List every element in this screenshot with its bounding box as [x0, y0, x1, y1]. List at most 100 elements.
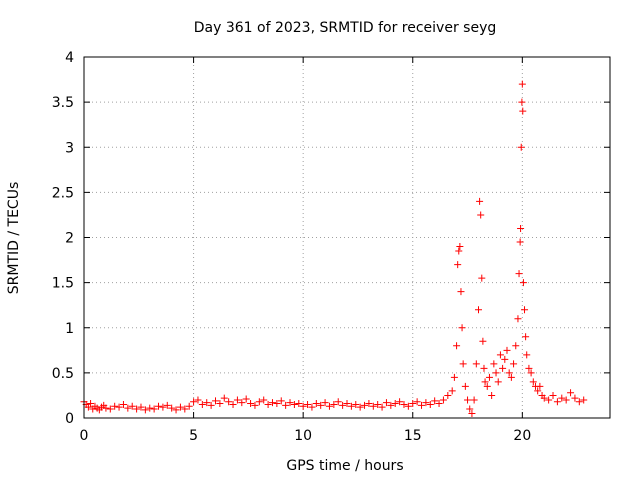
- data-point-marker: [515, 270, 523, 278]
- data-point-marker: [480, 364, 488, 372]
- data-point-marker: [450, 373, 458, 381]
- data-point-marker: [400, 400, 408, 408]
- y-tick-label: 4: [65, 50, 74, 66]
- data-point-marker: [522, 333, 530, 341]
- data-point-marker: [456, 243, 464, 251]
- data-point-marker: [413, 398, 421, 406]
- data-point-marker: [238, 399, 246, 407]
- data-point-marker: [470, 396, 478, 404]
- y-tick-label: 1.5: [52, 276, 74, 292]
- data-point-marker: [454, 261, 462, 269]
- x-tick-label: 5: [189, 428, 198, 444]
- data-point-marker: [503, 346, 511, 354]
- data-point-marker: [347, 402, 355, 410]
- data-point-marker: [483, 382, 491, 390]
- chart-title: Day 361 of 2023, SRMTID for receiver sey…: [194, 20, 497, 36]
- data-point-marker: [356, 403, 364, 411]
- data-point-marker: [159, 403, 167, 411]
- data-point-marker: [229, 400, 237, 408]
- data-point-marker: [181, 405, 189, 413]
- data-point-marker: [514, 315, 522, 323]
- data-point-marker: [242, 395, 250, 403]
- data-point-marker: [163, 401, 171, 409]
- data-point-marker: [361, 401, 369, 409]
- data-point-marker: [277, 397, 285, 405]
- data-point-marker: [477, 211, 485, 219]
- data-point-marker: [479, 337, 487, 345]
- data-point-marker: [481, 378, 489, 386]
- data-point-marker: [478, 274, 486, 282]
- data-point-marker: [111, 402, 119, 410]
- data-point-marker: [155, 402, 163, 410]
- data-point-marker: [119, 400, 127, 408]
- data-point-marker: [106, 405, 114, 413]
- data-point-marker: [84, 403, 92, 411]
- data-point-marker: [128, 402, 136, 410]
- data-point-marker: [146, 404, 154, 412]
- data-point-marker: [190, 398, 198, 406]
- data-point-marker: [343, 400, 351, 408]
- data-point-marker: [448, 387, 456, 395]
- data-point-marker: [545, 396, 553, 404]
- data-point-marker: [304, 400, 312, 408]
- data-point-marker: [339, 401, 347, 409]
- y-tick-label: 2: [65, 231, 74, 247]
- data-point-marker: [233, 396, 241, 404]
- data-point-marker: [505, 369, 513, 377]
- data-point-marker: [492, 369, 500, 377]
- data-point-marker: [567, 389, 575, 397]
- data-point-marker: [409, 400, 417, 408]
- data-point-marker: [352, 400, 360, 408]
- data-point-marker: [404, 402, 412, 410]
- data-point-marker: [517, 143, 525, 151]
- data-point-marker: [519, 107, 527, 115]
- data-point-marker: [439, 396, 447, 404]
- data-point-marker: [453, 342, 461, 350]
- data-point-marker: [426, 400, 434, 408]
- data-point-marker: [295, 400, 303, 408]
- data-point-marker: [216, 400, 224, 408]
- data-point-marker: [251, 401, 259, 409]
- data-point-marker: [172, 406, 180, 414]
- data-point-marker: [325, 402, 333, 410]
- y-axis-label: SRMTID / TECUs: [6, 182, 22, 295]
- data-point-marker: [378, 403, 386, 411]
- data-point-marker: [260, 396, 268, 404]
- data-point-marker: [496, 351, 504, 359]
- data-point-marker: [141, 406, 149, 414]
- data-point-marker: [212, 397, 219, 405]
- data-point-marker: [523, 351, 531, 359]
- data-point-marker: [382, 399, 390, 407]
- data-point-marker: [444, 391, 452, 399]
- data-point-marker: [534, 387, 542, 395]
- data-point-marker: [457, 288, 465, 296]
- data-point-marker: [168, 404, 176, 412]
- data-point-marker: [516, 238, 524, 246]
- data-point-marker: [499, 364, 507, 372]
- data-point-marker: [558, 394, 566, 402]
- data-point-marker: [194, 396, 202, 404]
- x-tick-label: 15: [404, 428, 422, 444]
- data-point-marker: [255, 398, 263, 406]
- x-axis-label: GPS time / hours: [286, 458, 403, 474]
- data-point-marker: [461, 382, 469, 390]
- data-point-marker: [330, 400, 338, 408]
- data-point-marker: [472, 360, 480, 368]
- data-point-marker: [431, 397, 439, 405]
- y-tick-label: 0.5: [52, 366, 74, 382]
- data-point-marker: [488, 391, 496, 399]
- data-point-marker: [185, 402, 193, 410]
- data-point-marker: [115, 403, 123, 411]
- data-point-marker: [282, 401, 290, 409]
- data-point-marker: [225, 398, 233, 406]
- y-tick-label: 2.5: [52, 185, 74, 201]
- data-point-marker: [549, 391, 557, 399]
- data-point-marker: [518, 98, 526, 106]
- data-point-marker: [299, 402, 307, 410]
- data-point-marker: [517, 224, 525, 232]
- data-point-marker: [124, 404, 132, 412]
- data-point-marker: [501, 355, 509, 363]
